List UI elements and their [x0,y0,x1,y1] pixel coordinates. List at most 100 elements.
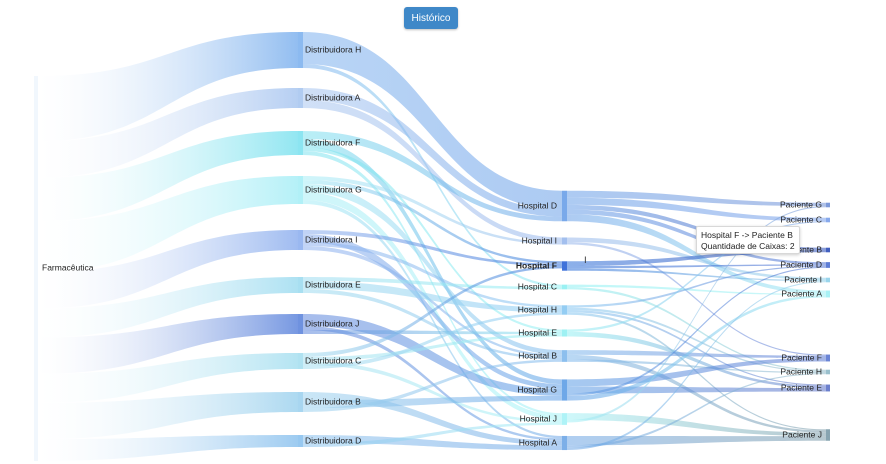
link-source-distribuidora-j[interactable] [38,314,298,374]
node-distribuidora-h[interactable] [298,32,303,68]
node-hospital-a[interactable] [562,435,567,451]
link-distribuidora-a-to-hospital-i[interactable] [303,100,562,243]
link-distribuidora-g-to-hospital-b[interactable] [303,184,562,355]
node-paciente-a[interactable] [826,290,830,298]
node-paciente-d[interactable] [826,262,830,268]
link-hospital-g-to-paciente-f[interactable] [567,358,826,387]
link-hospital-c-to-paciente-a[interactable] [567,284,826,296]
link-distribuidora-j-to-hospital-g[interactable] [303,314,562,396]
node-distribuidora-d[interactable] [298,435,303,447]
link-hospital-g-to-paciente-d[interactable] [567,266,826,396]
link-hospital-h-to-paciente-h[interactable] [567,307,826,372]
link-distribuidora-d-to-hospital-j[interactable] [303,422,562,447]
node-hospital-d[interactable] [562,190,567,222]
sankey-links [38,32,826,461]
node-distribuidora-a[interactable] [298,88,303,108]
link-distribuidora-f-to-hospital-e[interactable] [303,147,562,332]
link-hospital-i-to-paciente-f[interactable] [567,242,826,356]
link-distribuidora-b-to-hospital-a[interactable] [303,392,562,446]
link-source-distribuidora-d[interactable] [38,435,298,461]
link-hospital-a-to-paciente-i[interactable] [567,281,826,451]
link-distribuidora-e-to-hospital-h[interactable] [303,281,562,313]
node-distribuidora-b[interactable] [298,392,303,412]
link-distribuidora-d-to-hospital-a[interactable] [303,435,562,451]
link-hospital-d-to-paciente-c[interactable] [567,197,826,222]
link-hospital-f-to-paciente-i[interactable] [567,268,826,282]
node-distribuidora-c[interactable] [298,353,303,369]
node-paciente-c[interactable] [826,217,830,223]
node-distribuidora-j[interactable] [298,314,303,334]
label-paciente-a: Paciente A [781,288,822,298]
link-hospital-f-to-paciente-d[interactable] [567,264,826,269]
node-hospital-i[interactable] [562,237,567,245]
link-distribuidora-b-to-hospital-b[interactable] [303,359,562,412]
link-distribuidora-i-to-hospital-h[interactable] [303,242,562,308]
link-hospital-b-to-paciente-f[interactable] [567,350,826,358]
node-distribuidora-i[interactable] [298,230,303,250]
link-hospital-b-to-paciente-h[interactable] [567,359,826,374]
link-hospital-e-to-paciente-c[interactable] [567,221,826,332]
node-farmac-utica[interactable] [34,76,38,461]
link-distribuidora-c-to-hospital-h[interactable] [303,312,562,369]
link-hospital-b-to-paciente-j[interactable] [567,354,826,433]
link-distribuidora-c-to-hospital-j[interactable] [303,361,562,423]
link-source-distribuidora-c[interactable] [38,353,298,403]
link-distribuidora-e-to-hospital-b[interactable] [303,289,562,360]
node-paciente-e[interactable] [826,384,830,392]
label-distribuidora-g: Distribuidora G [305,184,362,194]
node-paciente-i[interactable] [826,277,830,283]
link-source-distribuidora-i[interactable] [38,230,298,309]
link-distribuidora-c-to-hospital-f[interactable] [303,266,562,357]
link-source-distribuidora-f[interactable] [38,131,298,222]
link-distribuidora-g-to-hospital-f[interactable] [303,180,562,264]
label-hospital-a: Hospital A [519,437,558,447]
link-distribuidora-g-to-hospital-a[interactable] [303,200,562,439]
link-hospital-j-to-paciente-j[interactable] [567,413,826,437]
link-distribuidora-i-to-hospital-f[interactable] [303,230,562,266]
link-hospital-f-to-paciente-b[interactable] [567,250,826,266]
node-distribuidora-e[interactable] [298,277,303,293]
node-hospital-c[interactable] [562,284,567,290]
node-paciente-j[interactable] [826,429,830,441]
link-hospital-d-to-paciente-g[interactable] [567,190,826,207]
link-hospital-d-to-paciente-a[interactable] [567,214,826,294]
node-hospital-h[interactable] [562,305,567,315]
link-distribuidora-e-to-hospital-c[interactable] [303,277,562,290]
link-distribuidora-f-to-hospital-g[interactable] [303,139,562,385]
link-distribuidora-a-to-hospital-d[interactable] [303,88,562,217]
link-hospital-j-to-paciente-g[interactable] [567,206,826,423]
label-distribuidora-a: Distribuidora A [305,92,361,102]
link-distribuidora-f-to-hospital-d[interactable] [303,131,562,222]
link-source-distribuidora-b[interactable] [38,392,298,440]
link-distribuidora-g-to-hospital-i[interactable] [303,176,562,245]
link-distribuidora-c-to-hospital-e[interactable] [303,334,562,361]
node-paciente-g[interactable] [826,202,830,208]
node-hospital-g[interactable] [562,379,567,401]
link-source-distribuidora-a[interactable] [38,88,298,178]
node-hospital-b[interactable] [562,350,567,362]
node-hospital-f[interactable] [562,261,567,271]
link-distribuidora-h-to-hospital-d[interactable] [303,32,562,210]
link-tooltip: Hospital F -> Paciente B Quantidade de C… [696,226,800,254]
link-distribuidora-g-to-hospital-j[interactable] [303,192,562,421]
node-distribuidora-g[interactable] [298,176,303,204]
link-distribuidora-j-to-hospital-e[interactable] [303,330,562,335]
link-hospital-c-to-paciente-h[interactable] [567,287,826,371]
link-source-distribuidora-e[interactable] [38,277,298,338]
link-distribuidora-j-to-hospital-a[interactable] [303,326,562,441]
link-hospital-a-to-paciente-h[interactable] [567,373,826,448]
link-hospital-e-to-paciente-e[interactable] [567,331,826,388]
node-hospital-j[interactable] [562,413,567,425]
node-paciente-h[interactable] [826,369,830,375]
link-source-distribuidora-h[interactable] [38,32,298,142]
link-distribuidora-i-to-hospital-b[interactable] [303,246,562,358]
node-paciente-f[interactable] [826,354,830,362]
link-source-distribuidora-g[interactable] [38,176,298,273]
label-paciente-j: Paciente J [782,429,822,439]
historico-button[interactable]: Histórico [404,7,458,29]
node-hospital-e[interactable] [562,329,567,337]
node-distribuidora-f[interactable] [298,131,303,155]
node-paciente-b[interactable] [826,247,830,253]
link-hospital-h-to-paciente-d[interactable] [567,265,826,308]
link-hospital-g-to-paciente-a[interactable] [567,295,826,401]
